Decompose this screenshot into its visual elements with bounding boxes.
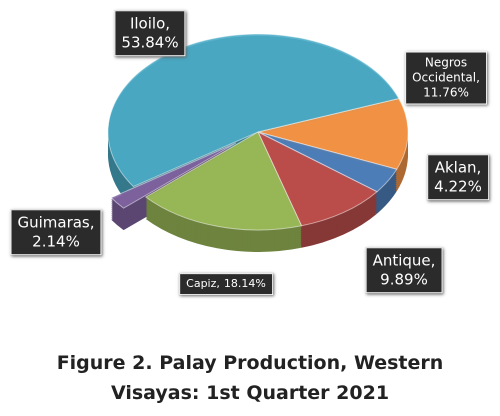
label-value: 9.89% — [380, 270, 428, 288]
label-category: Guimaras, — [17, 213, 95, 232]
label-value: 4.22% — [434, 177, 482, 195]
chart — [107, 33, 409, 252]
label-value: 2.14% — [32, 232, 80, 250]
label-category: Antique, — [372, 251, 436, 270]
label-category: Capiz, — [186, 277, 220, 291]
chart-title: Figure 2. Palay Production, Western Visa… — [56, 352, 444, 404]
slice — [256, 130, 378, 227]
slice — [257, 97, 409, 170]
label-category: Iloilo, — [129, 14, 171, 33]
label-value: 53.84% — [121, 33, 179, 51]
label-category: Aklan, — [434, 158, 482, 177]
data-label: Iloilo, 53.84% — [114, 10, 186, 56]
data-label: Aklan, 4.22% — [427, 154, 489, 200]
slice — [144, 131, 303, 231]
slice — [107, 33, 400, 188]
slice — [110, 142, 237, 209]
data-label: Antique, 9.89% — [365, 247, 443, 293]
data-label: Capiz, 18.14% — [179, 273, 273, 295]
label-value: 11.76% — [423, 85, 469, 100]
pie — [107, 33, 409, 252]
label-value: 18.14% — [223, 277, 266, 291]
label-category: Negros Occidental, — [412, 55, 480, 85]
data-label: Guimaras, 2.14% — [10, 209, 102, 255]
data-label: Negros Occidental, 11.76% — [405, 51, 487, 105]
